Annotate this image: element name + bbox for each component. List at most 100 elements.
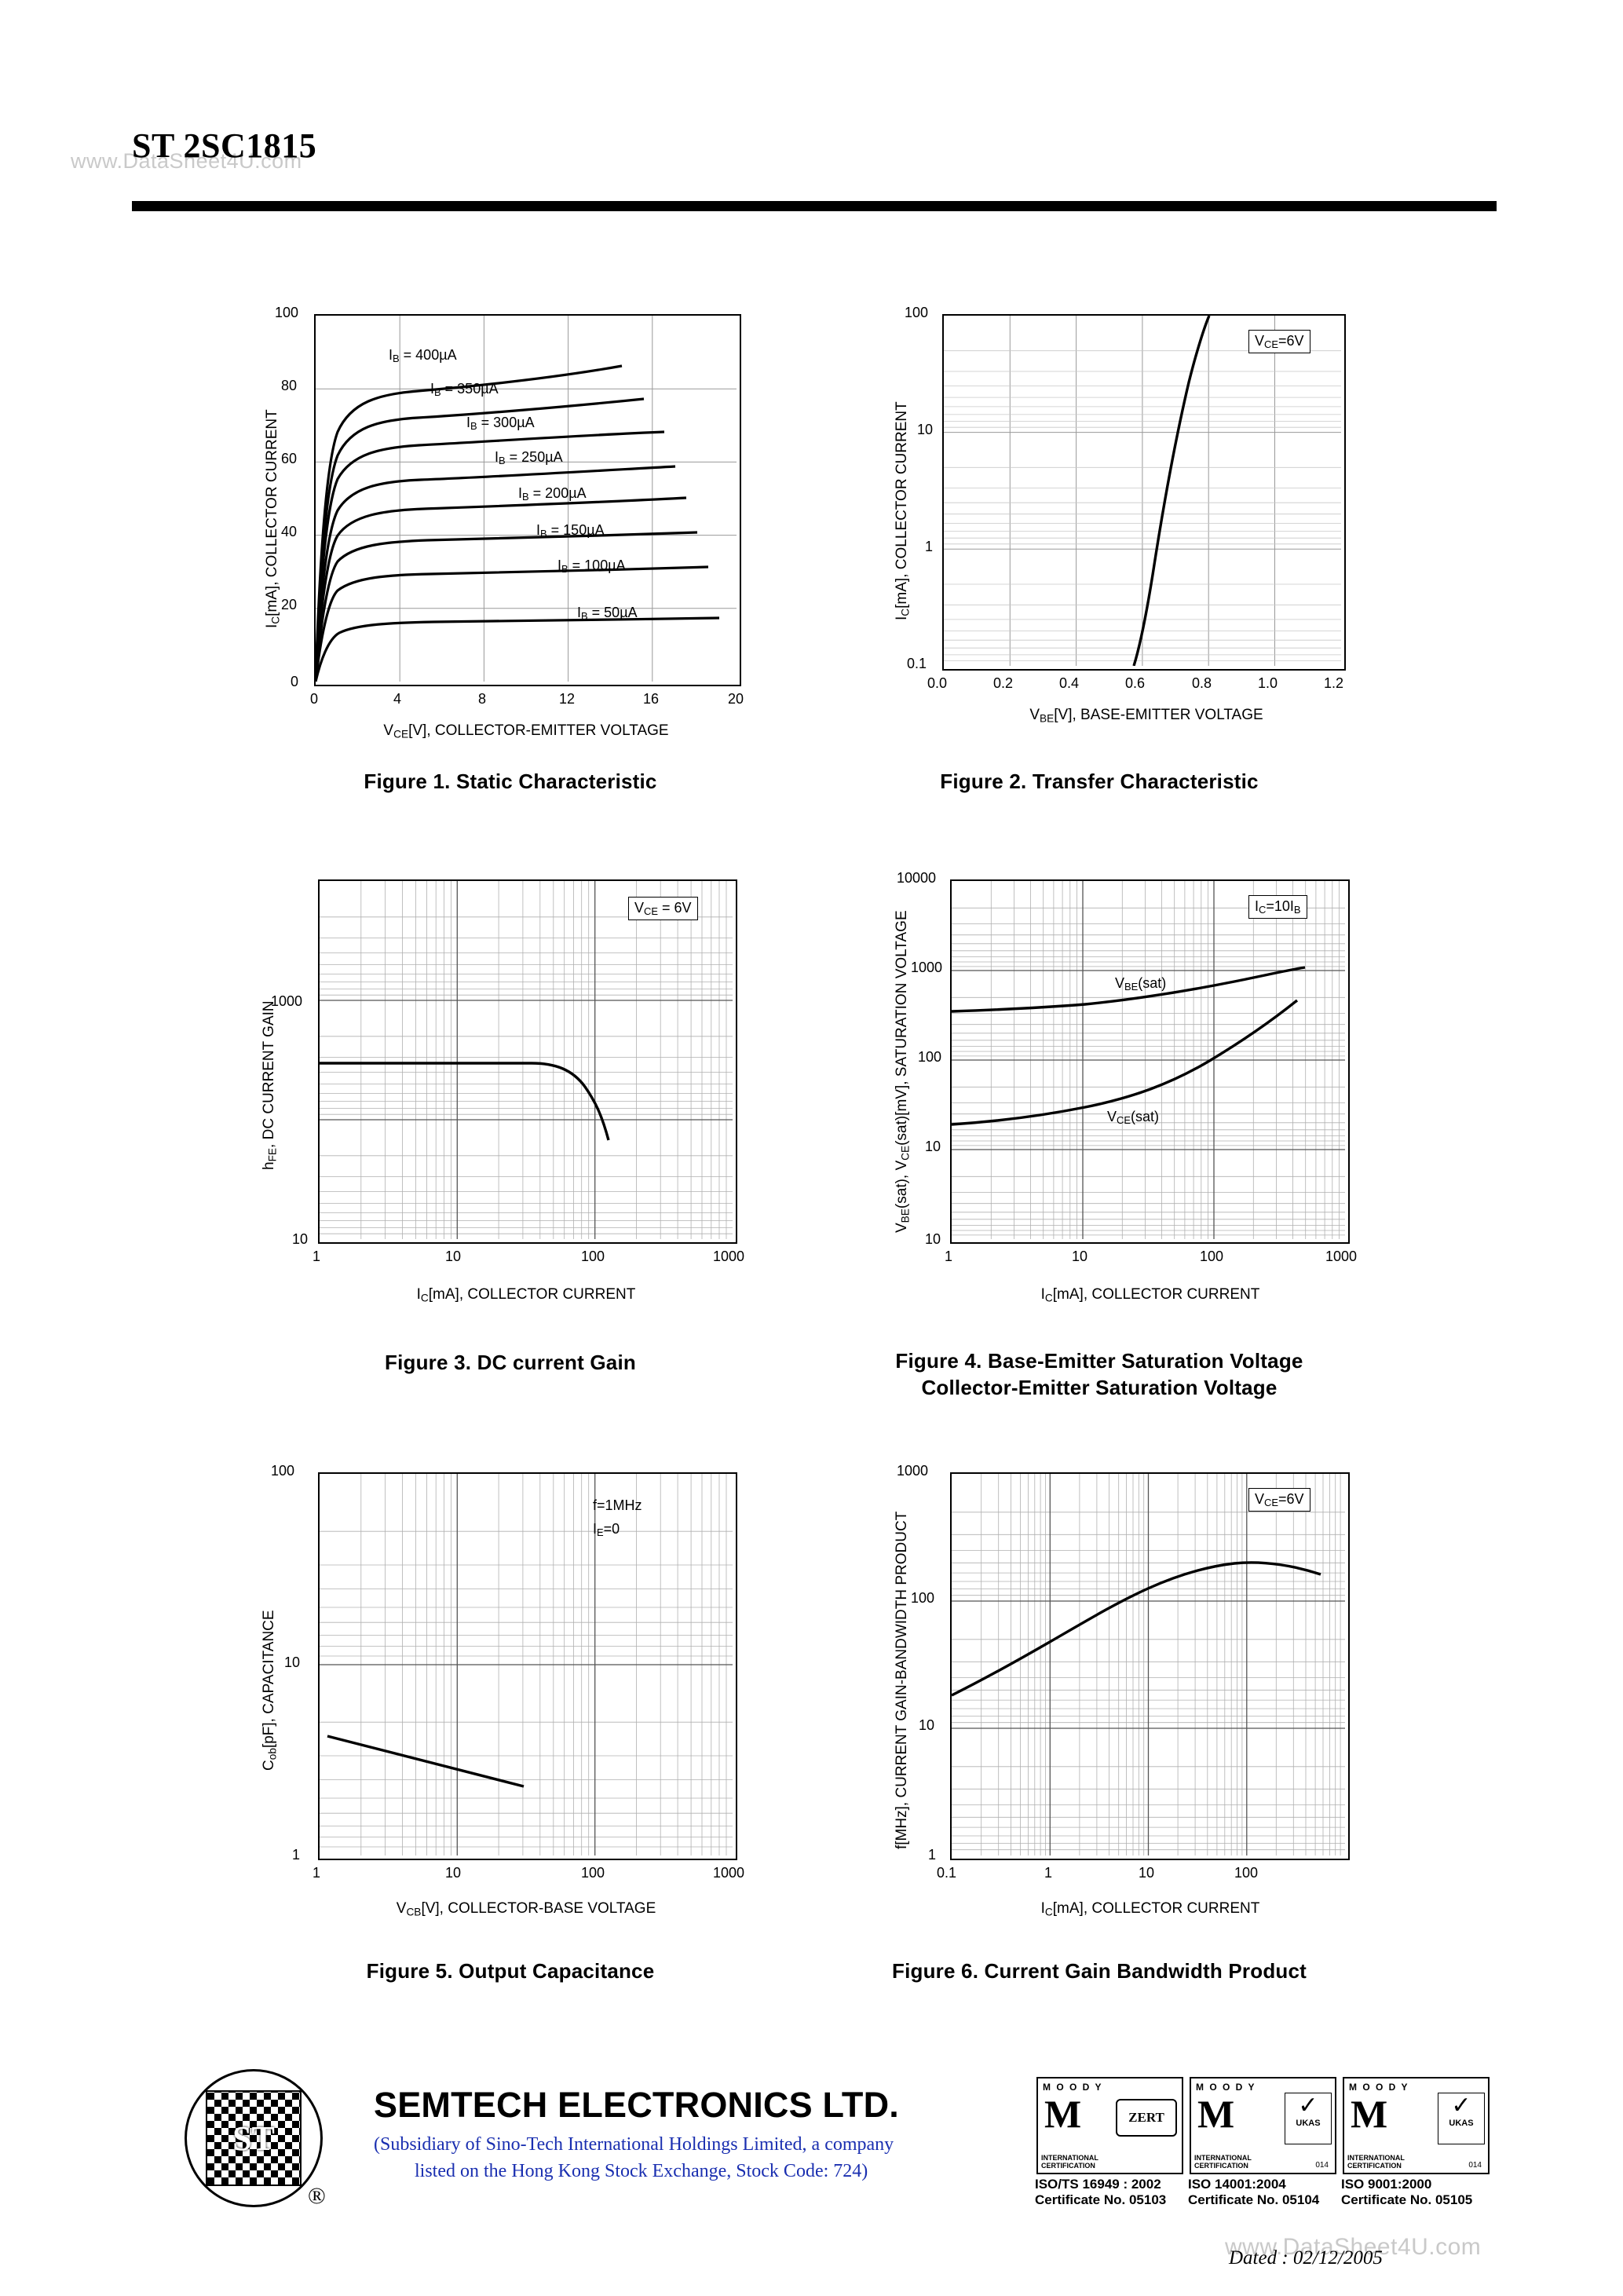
cert-1-intl: INTERNATIONAL CERTIFICATION (1041, 2154, 1098, 2170)
certification-badge-3: M O O D Y M ✓ UKAS INTERNATIONAL CERTIFI… (1343, 2077, 1490, 2174)
dated-label: Dated : 02/12/2005 (1229, 2247, 1383, 2269)
cert-3-letter: M (1351, 2092, 1388, 2136)
figure-4-ytick: 10 (925, 1139, 941, 1154)
cert-2-number: 014 (1315, 2161, 1329, 2170)
cert-2-intl-line1: INTERNATIONAL (1194, 2154, 1252, 2162)
figure-6-xtick: 10 (1139, 1865, 1155, 1881)
cert-1-caption-line1: ISO/TS 16949 : 2002 (1035, 2177, 1161, 2192)
cert-2-caption-line2: Certificate No. 05104 (1188, 2192, 1320, 2207)
figure-2-xtick: 0.2 (993, 675, 1014, 691)
cert-1-moody-label: M O O D Y (1043, 2082, 1103, 2093)
figure-2-ytick: 0.1 (907, 656, 927, 671)
cert-1-intl-line1: INTERNATIONAL (1041, 2154, 1098, 2162)
page-title: ST 2SC1815 (132, 126, 317, 165)
figure-3-xtick: 1000 (713, 1249, 745, 1264)
figure-2-xtick: 0.0 (927, 675, 948, 691)
figure-6-caption: Figure 6. Current Gain Bandwidth Product (891, 1959, 1307, 1983)
figure-6-ytick: 1 (928, 1847, 937, 1863)
cert-3-number: 014 (1468, 2161, 1482, 2170)
company-subtitle-line1: (Subsidiary of Sino-Tech International H… (374, 2134, 894, 2155)
figure-1-curve-label: IB = 100µA (557, 558, 626, 576)
figure-3-note: VCE = 6V (628, 897, 698, 921)
figure-5-xtick: 1000 (713, 1865, 745, 1881)
figure-5-xtick: 1 (313, 1865, 321, 1881)
figure-1-ytick: 40 (281, 524, 298, 539)
figure-1-curve-label: IB = 50µA (577, 605, 638, 623)
figure-4-ytick: 10000 (897, 870, 937, 886)
figure-1-xtick: 20 (728, 691, 744, 707)
figure-4-curve-label-vbe: VBE(sat) (1115, 975, 1167, 993)
company-logo: ST (185, 2069, 323, 2207)
figure-1-ytick: 80 (281, 378, 298, 393)
cert-3-caption: ISO 9001:2000 Certificate No. 05105 (1341, 2177, 1472, 2208)
figure-6-xtick: 1 (1044, 1865, 1053, 1881)
figure-3-xtick: 100 (581, 1249, 605, 1264)
figure-6-ytick: 10 (919, 1717, 935, 1733)
figure-3-caption: Figure 3. DC current Gain (385, 1351, 636, 1374)
logo-text: ST (232, 2119, 275, 2158)
cert-2-ukas-label: UKAS (1296, 2119, 1321, 2128)
figure-1-ylabel: IC[mA], COLLECTOR CURRENT (264, 409, 282, 628)
header-divider (132, 201, 1497, 211)
figure-6-ylabel: f[MHz], CURRENT GAIN-BANDWIDTH PRODUCT (894, 1511, 910, 1849)
figure-6-xtick: 0.1 (937, 1865, 957, 1881)
figure-6-xlabel: IC[mA], COLLECTOR CURRENT (1040, 1900, 1260, 1918)
figure-3-ylabel: hFE, DC CURRENT GAIN (261, 1000, 279, 1170)
figure-6: 1000 100 10 1 0.1 1 10 100 f[MHz], CURRE… (824, 1457, 1374, 1983)
watermark-bottom: www.DataSheet4U.com (1225, 2234, 1482, 2260)
figure-2-xtick: 0.6 (1125, 675, 1146, 691)
cert-1-caption-line2: Certificate No. 05103 (1035, 2192, 1167, 2207)
figure-1-curve-label: IB = 150µA (536, 522, 605, 540)
figure-6-plot (950, 1472, 1350, 1860)
figure-1-ytick: 0 (291, 674, 299, 689)
figure-2-note: VCE=6V (1248, 330, 1310, 354)
figure-2-ytick: 10 (917, 422, 934, 437)
figure-1-xlabel: VCE[V], COLLECTOR-EMITTER VOLTAGE (383, 722, 669, 740)
figure-4-xtick: 1 (945, 1249, 953, 1264)
cert-3-caption-line1: ISO 9001:2000 (1341, 2177, 1432, 2192)
figure-2-caption: Figure 2. Transfer Characteristic (940, 770, 1259, 793)
figure-1-ytick: 20 (281, 597, 298, 612)
cert-1-letter: M (1044, 2092, 1082, 2136)
figure-5-note-frequency: f=1MHz (593, 1497, 642, 1513)
figure-5-caption: Figure 5. Output Capacitance (366, 1959, 655, 1983)
figure-5: 100 10 1 1 10 100 1000 Cob[pF], CAPACITA… (236, 1457, 785, 1983)
figure-2-xtick: 1.2 (1324, 675, 1344, 691)
figure-3-ytick: 1000 (271, 993, 303, 1009)
figure-4-xtick: 100 (1200, 1249, 1224, 1264)
figure-4-ytick: 1000 (911, 960, 943, 975)
figure-4-caption-line2: Collector-Emitter Saturation Voltage (921, 1376, 1278, 1399)
figure-6-note: VCE=6V (1248, 1488, 1310, 1512)
figure-4-curve-label-vce: VCE(sat) (1107, 1109, 1160, 1127)
figure-2-xtick: 1.0 (1258, 675, 1278, 691)
figure-2-plot (942, 314, 1346, 671)
figure-5-xlabel: VCB[V], COLLECTOR-BASE VOLTAGE (396, 1900, 656, 1918)
cert-3-ukas-badge: ✓ UKAS (1438, 2093, 1485, 2144)
figure-3-plot (318, 879, 737, 1244)
watermark-top: www.DataSheet4U.com (71, 149, 302, 173)
figure-4-caption-line1: Figure 4. Base-Emitter Saturation Voltag… (895, 1349, 1303, 1373)
figure-1-xtick: 16 (643, 691, 660, 707)
figure-4-note: IC=10IB (1248, 895, 1307, 919)
figure-5-xtick: 100 (581, 1865, 605, 1881)
cert-2-caption-line1: ISO 14001:2004 (1188, 2177, 1286, 2192)
figure-4-xlabel: IC[mA], COLLECTOR CURRENT (1040, 1286, 1260, 1304)
figure-1-xtick: 12 (559, 691, 576, 707)
figure-1-curve-label: IB = 200µA (518, 485, 587, 503)
cert-2-intl-line2: CERTIFICATION (1194, 2162, 1248, 2170)
cert-3-moody-label: M O O D Y (1349, 2082, 1409, 2093)
figure-5-ytick: 10 (284, 1654, 301, 1670)
cert-2-intl: INTERNATIONAL CERTIFICATION (1194, 2154, 1252, 2170)
figure-3-xlabel: IC[mA], COLLECTOR CURRENT (416, 1286, 636, 1304)
figure-1-xtick: 0 (310, 691, 319, 707)
cert-1-badge: ZERT (1116, 2099, 1177, 2137)
figure-6-xtick: 100 (1234, 1865, 1259, 1881)
figure-4-plot (950, 879, 1350, 1244)
cert-2-moody-label: M O O D Y (1196, 2082, 1256, 2093)
figure-4-ylabel: VBE(sat), VCE(sat)[mV], SATURATION VOLTA… (894, 910, 912, 1233)
figure-2-xtick: 0.4 (1059, 675, 1080, 691)
figure-3-xtick: 10 (445, 1249, 462, 1264)
figure-5-ytick: 1 (292, 1847, 301, 1863)
cert-1-intl-line2: CERTIFICATION (1041, 2162, 1095, 2170)
